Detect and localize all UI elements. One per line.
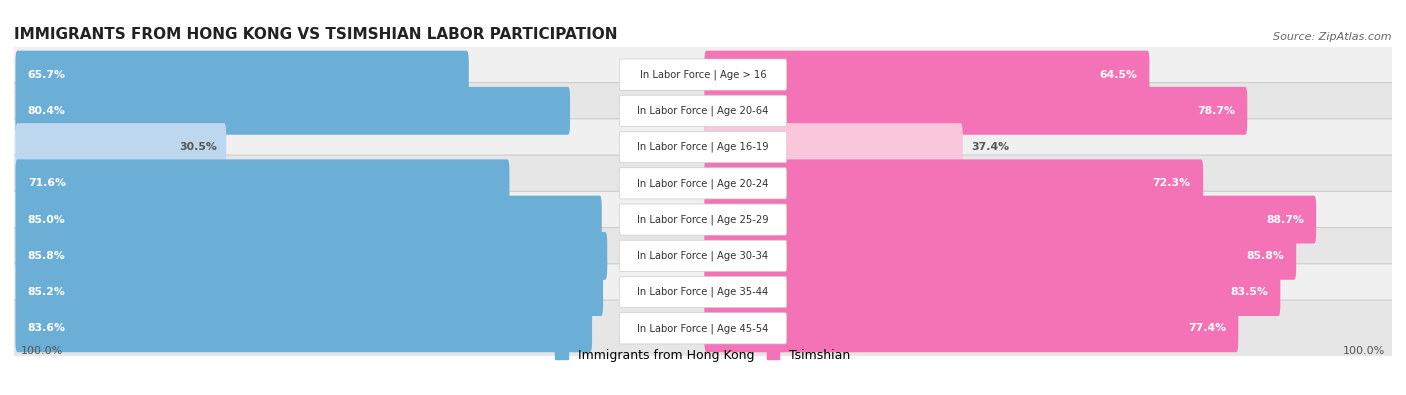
FancyBboxPatch shape <box>13 119 1393 175</box>
Text: 77.4%: 77.4% <box>1188 324 1226 333</box>
Text: 85.8%: 85.8% <box>1246 251 1284 261</box>
Text: 88.7%: 88.7% <box>1265 214 1303 225</box>
Text: In Labor Force | Age 35-44: In Labor Force | Age 35-44 <box>637 287 769 297</box>
FancyBboxPatch shape <box>619 240 787 271</box>
Text: 100.0%: 100.0% <box>21 346 63 356</box>
FancyBboxPatch shape <box>15 87 569 135</box>
Text: 72.3%: 72.3% <box>1153 178 1191 188</box>
Text: In Labor Force | Age 16-19: In Labor Force | Age 16-19 <box>637 142 769 152</box>
FancyBboxPatch shape <box>704 51 1150 98</box>
Text: In Labor Force | Age 30-34: In Labor Force | Age 30-34 <box>637 250 769 261</box>
Text: Source: ZipAtlas.com: Source: ZipAtlas.com <box>1274 32 1392 42</box>
Text: 100.0%: 100.0% <box>1343 346 1385 356</box>
FancyBboxPatch shape <box>704 268 1281 316</box>
FancyBboxPatch shape <box>13 264 1393 320</box>
FancyBboxPatch shape <box>619 276 787 308</box>
Text: 65.7%: 65.7% <box>28 70 66 79</box>
FancyBboxPatch shape <box>13 300 1393 357</box>
FancyBboxPatch shape <box>619 95 787 126</box>
FancyBboxPatch shape <box>704 305 1239 352</box>
FancyBboxPatch shape <box>13 46 1393 103</box>
Text: 37.4%: 37.4% <box>972 142 1010 152</box>
Text: 80.4%: 80.4% <box>28 106 66 116</box>
FancyBboxPatch shape <box>13 155 1393 212</box>
Text: In Labor Force | Age 20-64: In Labor Force | Age 20-64 <box>637 105 769 116</box>
Text: 85.2%: 85.2% <box>28 287 66 297</box>
FancyBboxPatch shape <box>619 132 787 163</box>
FancyBboxPatch shape <box>15 51 468 98</box>
Text: In Labor Force | Age 20-24: In Labor Force | Age 20-24 <box>637 178 769 188</box>
FancyBboxPatch shape <box>619 168 787 199</box>
Legend: Immigrants from Hong Kong, Tsimshian: Immigrants from Hong Kong, Tsimshian <box>555 348 851 361</box>
FancyBboxPatch shape <box>13 228 1393 284</box>
FancyBboxPatch shape <box>704 87 1247 135</box>
Text: 83.5%: 83.5% <box>1230 287 1268 297</box>
FancyBboxPatch shape <box>619 59 787 90</box>
Text: 85.0%: 85.0% <box>28 214 66 225</box>
FancyBboxPatch shape <box>704 232 1296 280</box>
Text: 71.6%: 71.6% <box>28 178 66 188</box>
Text: In Labor Force | Age 25-29: In Labor Force | Age 25-29 <box>637 214 769 225</box>
FancyBboxPatch shape <box>15 232 607 280</box>
FancyBboxPatch shape <box>704 196 1316 243</box>
FancyBboxPatch shape <box>619 204 787 235</box>
FancyBboxPatch shape <box>704 160 1204 207</box>
Text: IMMIGRANTS FROM HONG KONG VS TSIMSHIAN LABOR PARTICIPATION: IMMIGRANTS FROM HONG KONG VS TSIMSHIAN L… <box>14 27 617 42</box>
FancyBboxPatch shape <box>15 160 509 207</box>
Text: In Labor Force | Age 45-54: In Labor Force | Age 45-54 <box>637 323 769 333</box>
FancyBboxPatch shape <box>15 196 602 243</box>
FancyBboxPatch shape <box>704 123 963 171</box>
Text: In Labor Force | Age > 16: In Labor Force | Age > 16 <box>640 70 766 80</box>
Text: 83.6%: 83.6% <box>28 324 66 333</box>
FancyBboxPatch shape <box>15 123 226 171</box>
Text: 64.5%: 64.5% <box>1099 70 1137 79</box>
Text: 30.5%: 30.5% <box>180 142 218 152</box>
FancyBboxPatch shape <box>619 313 787 344</box>
FancyBboxPatch shape <box>15 305 592 352</box>
Text: 78.7%: 78.7% <box>1197 106 1234 116</box>
FancyBboxPatch shape <box>13 83 1393 139</box>
Text: 85.8%: 85.8% <box>28 251 66 261</box>
FancyBboxPatch shape <box>13 191 1393 248</box>
FancyBboxPatch shape <box>15 268 603 316</box>
